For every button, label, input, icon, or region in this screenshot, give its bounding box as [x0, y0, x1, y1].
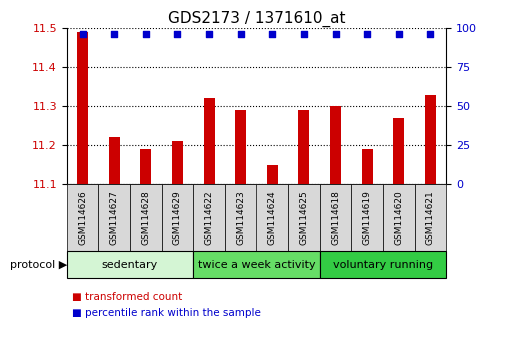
Point — [363, 32, 371, 37]
Text: sedentary: sedentary — [102, 259, 158, 270]
Bar — [204, 98, 214, 184]
Text: GSM114623: GSM114623 — [236, 190, 245, 245]
Text: voluntary running: voluntary running — [333, 259, 433, 270]
Text: ■ transformed count: ■ transformed count — [72, 292, 182, 302]
Bar — [393, 118, 404, 184]
Text: protocol ▶: protocol ▶ — [10, 259, 68, 270]
Point — [236, 32, 245, 37]
Title: GDS2173 / 1371610_at: GDS2173 / 1371610_at — [168, 11, 345, 27]
Text: GSM114626: GSM114626 — [78, 190, 87, 245]
Text: GSM114624: GSM114624 — [268, 190, 277, 245]
Bar — [109, 137, 120, 184]
Bar — [267, 165, 278, 184]
Text: GSM114629: GSM114629 — [173, 190, 182, 245]
Point — [110, 32, 118, 37]
Point — [142, 32, 150, 37]
Bar — [362, 149, 373, 184]
Text: GSM114620: GSM114620 — [394, 190, 403, 245]
Bar — [330, 106, 341, 184]
Text: GSM114622: GSM114622 — [205, 190, 213, 245]
Point — [205, 32, 213, 37]
Text: GSM114628: GSM114628 — [141, 190, 150, 245]
Text: GSM114627: GSM114627 — [110, 190, 119, 245]
Text: GSM114618: GSM114618 — [331, 190, 340, 245]
Point — [300, 32, 308, 37]
Point — [394, 32, 403, 37]
Point — [331, 32, 340, 37]
Point — [78, 32, 87, 37]
Text: ■ percentile rank within the sample: ■ percentile rank within the sample — [72, 308, 261, 318]
Point — [268, 32, 277, 37]
Point — [173, 32, 182, 37]
Text: twice a week activity: twice a week activity — [198, 259, 315, 270]
Bar — [425, 95, 436, 184]
Bar — [299, 110, 309, 184]
Text: GSM114619: GSM114619 — [363, 190, 372, 245]
Bar — [172, 141, 183, 184]
Bar — [77, 32, 88, 184]
Bar — [140, 149, 151, 184]
Point — [426, 32, 435, 37]
Text: GSM114621: GSM114621 — [426, 190, 435, 245]
Text: GSM114625: GSM114625 — [300, 190, 308, 245]
Bar — [235, 110, 246, 184]
